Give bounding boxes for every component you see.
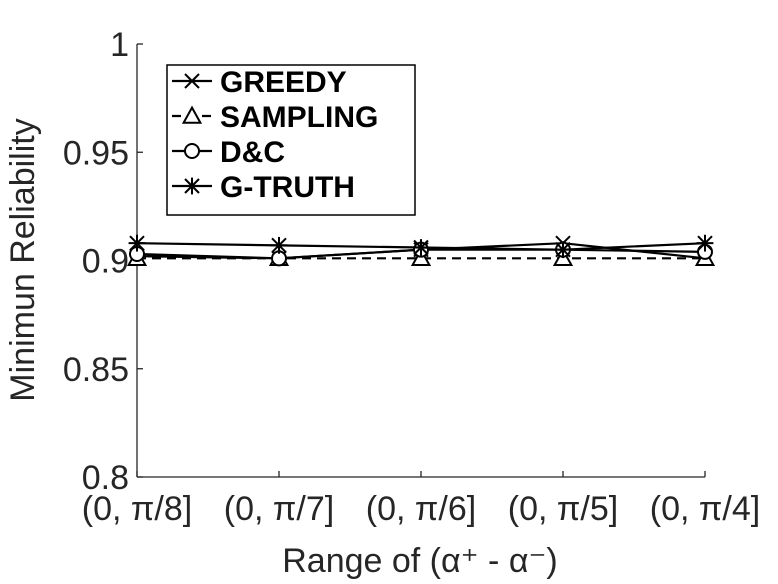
data-point-g-truth xyxy=(554,241,572,259)
data-point-g-truth xyxy=(128,234,146,252)
legend-marker-d-c xyxy=(184,143,200,159)
series-layer xyxy=(126,234,716,267)
y-tick-label: 0.85 xyxy=(63,351,129,389)
x-tick-label: (0, π/7] xyxy=(224,490,334,528)
legend-label-sampling: SAMPLING xyxy=(220,101,378,134)
axes: 0.8 0.85 0.9 0.95 1 (0, π/8] (0, π/7] (0, π/6] (… xyxy=(63,26,760,528)
y-tick-label: 0.8 xyxy=(82,459,129,497)
legend-marker-g-truth xyxy=(183,177,201,195)
y-tick-label: 0.9 xyxy=(82,243,129,281)
legend-box xyxy=(166,64,416,216)
x-tick-label: (0, π/5] xyxy=(508,490,618,528)
data-point-g-truth xyxy=(270,236,288,254)
legend-label-greedy: GREEDY xyxy=(220,66,347,99)
series-g-truth xyxy=(128,234,714,259)
legend-label-d-c: D&C xyxy=(220,136,285,169)
data-point-g-truth xyxy=(696,234,714,252)
legend-marker-greedy xyxy=(184,73,200,89)
y-tick-label: 1 xyxy=(110,26,129,64)
legend-marker-sampling xyxy=(181,105,203,124)
x-axis-label: Range of (α⁺ - α⁻) xyxy=(282,542,558,580)
y-tick-label: 0.95 xyxy=(63,134,129,172)
x-tick-label: (0, π/8] xyxy=(82,490,192,528)
x-tick-label: (0, π/6] xyxy=(366,490,476,528)
data-point-g-truth xyxy=(412,239,430,256)
legend-label-g-truth: G-TRUTH xyxy=(220,171,355,204)
x-tick-label: (0, π/4] xyxy=(650,490,760,528)
y-axis-label: Minimun Reliability xyxy=(4,118,42,401)
